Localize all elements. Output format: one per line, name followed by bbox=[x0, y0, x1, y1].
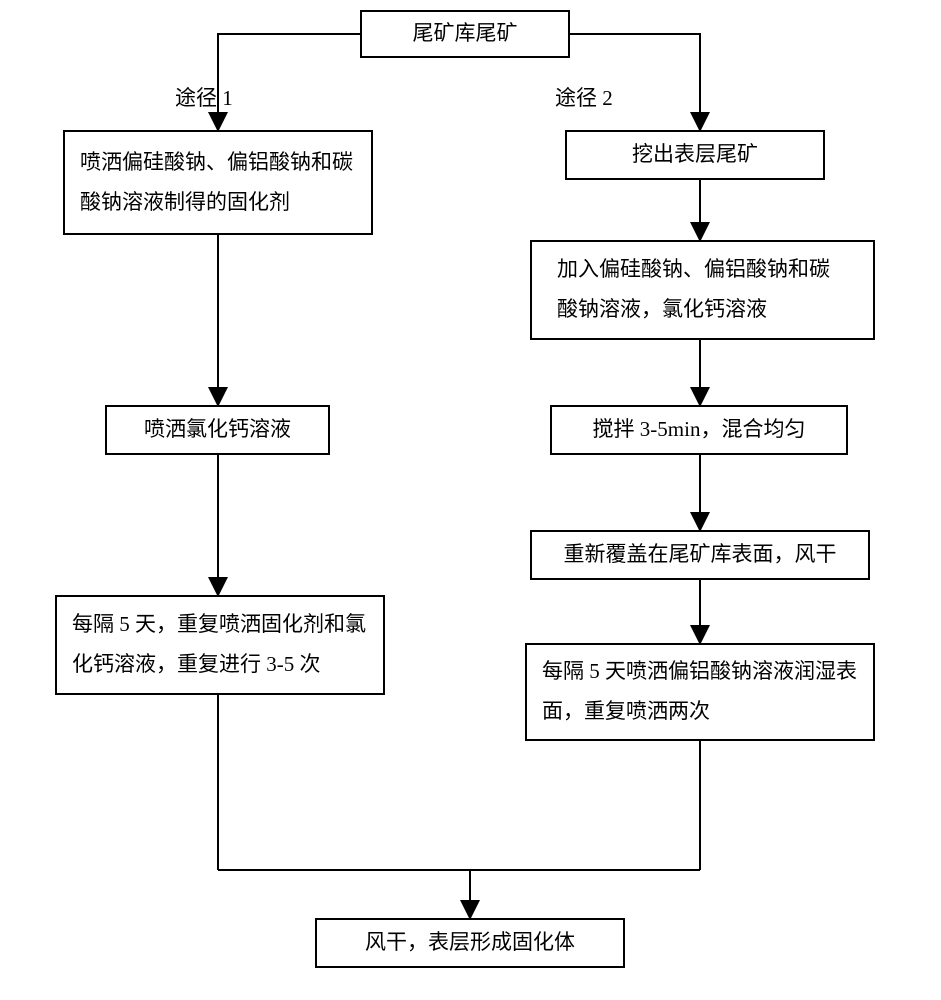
final-box: 风干，表层形成固化体 bbox=[315, 918, 625, 968]
path2-step3-text: 搅拌 3-5min，混合均匀 bbox=[593, 410, 806, 450]
path1-step1-text: 喷洒偏硅酸钠、偏铝酸钠和碳酸钠溶液制得的固化剂 bbox=[80, 143, 356, 223]
path2-step5-box: 每隔 5 天喷洒偏铝酸钠溶液润湿表面，重复喷洒两次 bbox=[525, 643, 875, 741]
path1-label: 途径 1 bbox=[175, 82, 233, 112]
path2-step2-box: 加入偏硅酸钠、偏铝酸钠和碳酸钠溶液，氯化钙溶液 bbox=[530, 240, 875, 340]
title-box: 尾矿库尾矿 bbox=[360, 10, 570, 58]
path2-step1-text: 挖出表层尾矿 bbox=[632, 135, 758, 175]
path2-step5-text: 每隔 5 天喷洒偏铝酸钠溶液润湿表面，重复喷洒两次 bbox=[542, 652, 858, 732]
path1-step2-text: 喷洒氯化钙溶液 bbox=[144, 410, 291, 450]
path1-step3-text: 每隔 5 天，重复喷洒固化剂和氯化钙溶液，重复进行 3-5 次 bbox=[72, 605, 368, 685]
final-text: 风干，表层形成固化体 bbox=[365, 923, 575, 963]
path1-step3-box: 每隔 5 天，重复喷洒固化剂和氯化钙溶液，重复进行 3-5 次 bbox=[55, 595, 385, 695]
path1-step2-box: 喷洒氯化钙溶液 bbox=[105, 405, 330, 455]
path2-step2-text: 加入偏硅酸钠、偏铝酸钠和碳酸钠溶液，氯化钙溶液 bbox=[557, 250, 848, 330]
path2-step4-text: 重新覆盖在尾矿库表面，风干 bbox=[564, 535, 837, 575]
path2-label: 途径 2 bbox=[555, 82, 613, 112]
path2-step4-box: 重新覆盖在尾矿库表面，风干 bbox=[530, 530, 870, 580]
title-text: 尾矿库尾矿 bbox=[413, 14, 518, 54]
path2-step1-box: 挖出表层尾矿 bbox=[565, 130, 825, 180]
path1-step1-box: 喷洒偏硅酸钠、偏铝酸钠和碳酸钠溶液制得的固化剂 bbox=[63, 130, 373, 235]
path2-step3-box: 搅拌 3-5min，混合均匀 bbox=[550, 405, 848, 455]
